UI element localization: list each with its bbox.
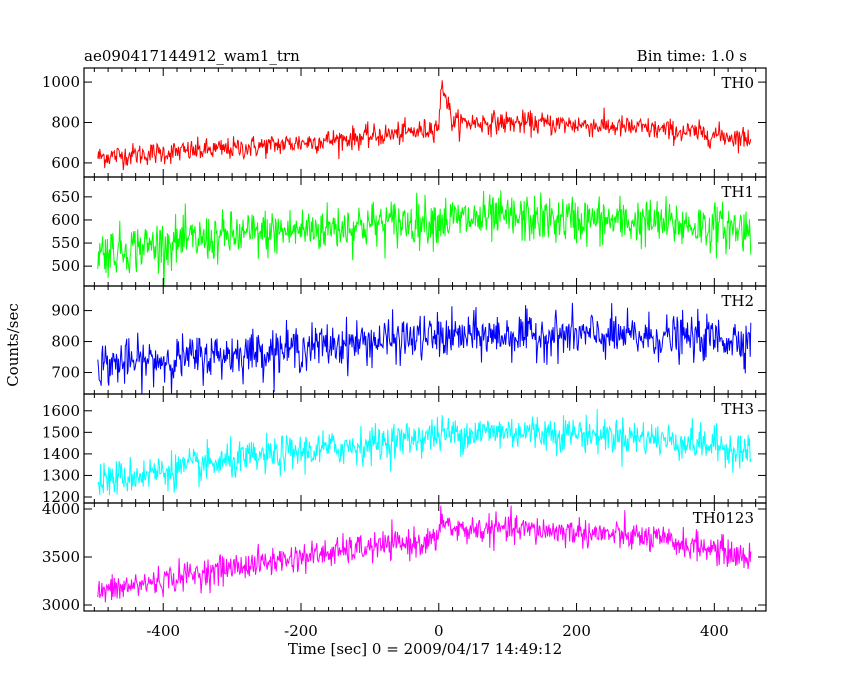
series-label: TH0 [721,74,754,92]
series-label: TH3 [721,400,754,418]
y-tick-label: 1400 [42,445,80,463]
panel-th3: 1200 1300 1400 1500 1600 TH3 [42,393,767,506]
y-tick-label: 600 [51,154,80,172]
y-tick-label: 900 [51,302,80,320]
panel-th0: 600 800 1000 TH0 [42,67,767,178]
series-th2 [97,302,752,394]
series-label: TH2 [721,292,754,310]
y-tick-label: 550 [51,234,80,252]
y-tick-label: 1500 [42,423,80,441]
chart-title: ae090417144912_wam1_trn [84,47,300,65]
y-tick-label: 3500 [42,548,80,566]
panel-frame [83,393,767,504]
y-axis-label: Counts/sec [4,303,22,387]
x-tick-label: -200 [284,622,318,640]
series-th3 [97,409,752,496]
y-tick-label: 800 [51,114,80,132]
x-axis-label: Time [sec] 0 = 2009/04/17 14:49:12 [288,640,562,658]
panel-th1: 500 550 600 650 TH1 [51,176,767,287]
panel-frame [83,502,767,612]
y-tick-label: 1200 [42,488,80,506]
series-th1 [97,190,752,286]
series-label: TH1 [721,183,754,201]
panels: 600 800 1000 TH0 500 550 600 650 TH1 700 800 900 TH2… [42,67,767,640]
panel-th0123: 3000 3500 4000 TH0123 [42,500,767,614]
y-tick-label: 1300 [42,466,80,484]
bin-time-label: Bin time: 1.0 s [637,47,747,65]
series-th0 [97,80,752,171]
panel-frame [83,285,767,395]
x-tick-label: 0 [434,622,444,640]
y-tick-label: 4000 [42,500,80,518]
x-tick-label: -400 [146,622,180,640]
series-label: TH0123 [693,509,754,527]
y-tick-label: 1000 [42,73,80,91]
y-tick-label: 650 [51,188,80,206]
x-tick-label: 200 [562,622,591,640]
series-th0123 [97,505,752,603]
y-tick-label: 3000 [42,596,80,614]
y-tick-label: 500 [51,257,80,275]
y-tick-label: 800 [51,333,80,351]
panel-th2: 700 800 900 TH2 [51,285,767,395]
y-tick-label: 700 [51,364,80,382]
y-tick-label: 600 [51,211,80,229]
x-tick-label: 400 [700,622,729,640]
y-tick-label: 1600 [42,402,80,420]
